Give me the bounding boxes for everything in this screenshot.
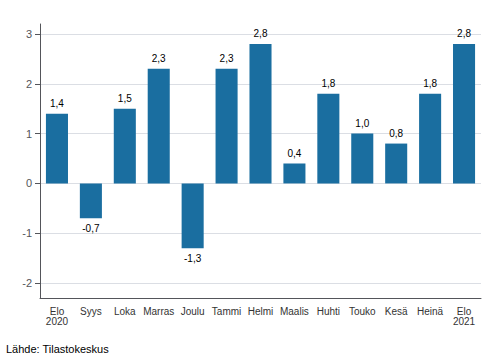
svg-text:Syys: Syys (80, 306, 102, 317)
svg-text:-1: -1 (22, 227, 32, 239)
svg-text:3: 3 (26, 28, 32, 40)
svg-text:1: 1 (26, 128, 32, 140)
svg-text:Elo: Elo (456, 305, 472, 317)
svg-text:Maalis: Maalis (280, 306, 309, 317)
svg-text:Helmi: Helmi (248, 306, 274, 317)
svg-text:2020: 2020 (46, 316, 69, 327)
svg-text:Elo: Elo (49, 305, 65, 317)
svg-text:Tammi: Tammi (212, 306, 241, 317)
svg-text:0,8: 0,8 (389, 128, 403, 139)
svg-text:2,3: 2,3 (152, 53, 166, 64)
svg-text:1,4: 1,4 (50, 98, 64, 109)
svg-text:Lähde: Tilastokeskus: Lähde: Tilastokeskus (6, 343, 109, 355)
svg-text:Kesä: Kesä (385, 306, 408, 317)
svg-text:Huhti: Huhti (317, 306, 340, 317)
svg-text:2: 2 (26, 78, 32, 90)
svg-text:Touko: Touko (349, 306, 376, 317)
svg-text:Loka: Loka (114, 306, 136, 317)
svg-text:Joulu: Joulu (181, 306, 205, 317)
svg-text:1,5: 1,5 (118, 93, 132, 104)
svg-text:2,8: 2,8 (254, 28, 268, 39)
svg-text:0: 0 (26, 177, 32, 189)
svg-text:1,0: 1,0 (355, 118, 369, 129)
svg-text:Marras: Marras (143, 306, 174, 317)
svg-text:-0,7: -0,7 (82, 223, 100, 234)
svg-text:-2: -2 (22, 277, 32, 289)
svg-text:2021: 2021 (453, 316, 476, 327)
svg-text:1,8: 1,8 (423, 78, 437, 89)
svg-text:0,4: 0,4 (287, 148, 301, 159)
svg-text:2,3: 2,3 (220, 53, 234, 64)
svg-text:2,8: 2,8 (457, 28, 471, 39)
svg-text:1,8: 1,8 (321, 78, 335, 89)
svg-text:-1,3: -1,3 (184, 253, 202, 264)
svg-text:Heinä: Heinä (417, 306, 444, 317)
